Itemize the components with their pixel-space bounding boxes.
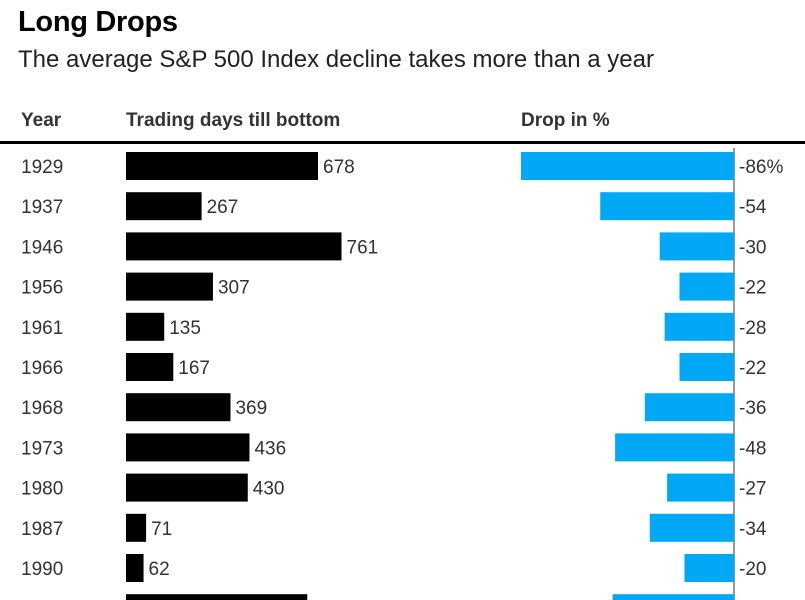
days-value-label: 761 <box>347 237 379 258</box>
year-label: 1987 <box>21 519 63 540</box>
days-bar <box>126 272 213 301</box>
year-label: 1968 <box>21 398 63 419</box>
days-bar <box>126 353 174 381</box>
days-value-label: 436 <box>254 438 286 459</box>
chart-title: Long Drops <box>18 6 178 38</box>
days-bar <box>126 192 202 221</box>
drop-bar <box>664 312 734 341</box>
drop-bar <box>679 353 734 381</box>
year-label: 1946 <box>21 237 63 258</box>
year-label: 1966 <box>21 358 63 379</box>
year-label: 1956 <box>21 278 63 299</box>
drop-value-label: -86% <box>739 157 783 178</box>
drop-bar <box>649 513 734 542</box>
drop-value-label: -27 <box>739 479 766 500</box>
drop-bar <box>659 232 734 261</box>
chart-subtitle: The average S&P 500 Index decline takes … <box>18 46 654 73</box>
drop-value-label: -36 <box>739 398 766 419</box>
year-label: 1990 <box>21 559 63 580</box>
days-bar <box>126 152 318 180</box>
column-header-days: Trading days till bottom <box>126 110 341 131</box>
days-bar <box>126 513 147 542</box>
year-label: 1980 <box>21 479 63 500</box>
days-value-label: 267 <box>207 197 239 218</box>
days-bar <box>126 312 165 341</box>
days-value-label: 167 <box>178 358 210 379</box>
year-label: 1937 <box>21 197 63 218</box>
days-value-label: 135 <box>169 318 201 339</box>
drop-bar <box>600 192 734 221</box>
days-bar <box>126 473 248 502</box>
days-bar <box>126 433 250 462</box>
days-value-label: 307 <box>218 278 250 299</box>
drop-bar <box>612 594 734 600</box>
drop-value-label: -22 <box>739 278 766 299</box>
column-header-year: Year <box>21 110 62 131</box>
days-bar <box>126 594 308 600</box>
drop-value-label: -20 <box>739 559 766 580</box>
days-value-label: 678 <box>323 157 355 178</box>
days-value-label: 430 <box>253 479 285 500</box>
drop-bar <box>684 554 734 582</box>
days-value-label: 369 <box>235 398 267 419</box>
days-bar <box>126 393 231 422</box>
drop-bar <box>615 433 734 462</box>
year-label: 1973 <box>21 438 63 459</box>
days-bar <box>126 554 144 582</box>
drop-bar <box>667 473 734 502</box>
drop-value-label: -48 <box>739 438 766 459</box>
days-value-label: 62 <box>149 559 170 580</box>
drop-bar <box>679 272 734 301</box>
days-bar <box>126 232 342 261</box>
drop-bar <box>521 152 734 180</box>
days-value-label: 71 <box>151 519 172 540</box>
drop-value-label: -30 <box>739 237 766 258</box>
header-rule <box>0 141 805 144</box>
year-label: 1929 <box>21 157 63 178</box>
year-label: 1961 <box>21 318 63 339</box>
column-header-drop: Drop in % <box>521 110 610 131</box>
drop-bar <box>644 393 734 422</box>
drop-value-label: -28 <box>739 318 766 339</box>
drop-value-label: -22 <box>739 358 766 379</box>
drop-value-label: -34 <box>739 519 767 540</box>
drop-value-label: -54 <box>739 197 767 218</box>
